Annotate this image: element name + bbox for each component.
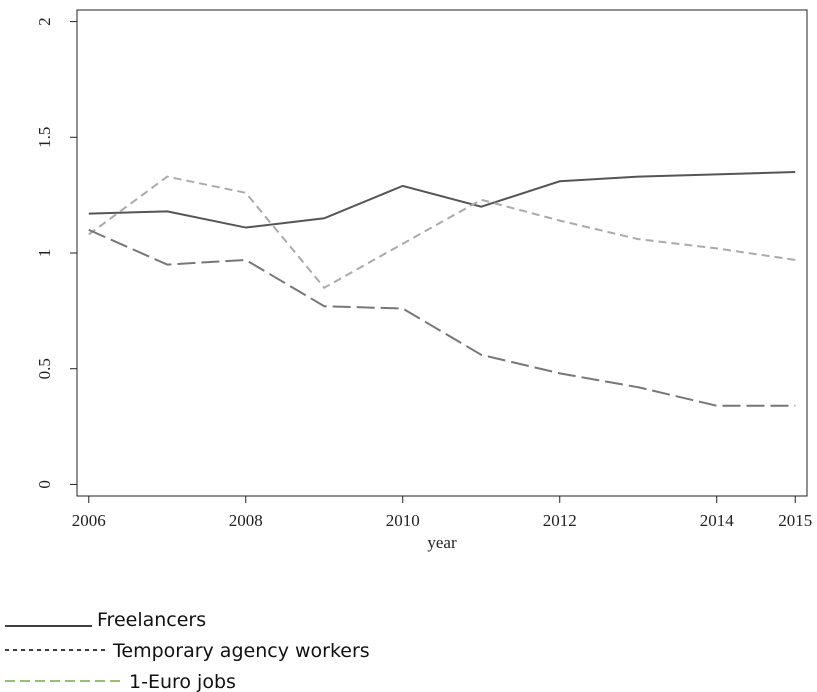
y-tick-label: 0.5 xyxy=(35,358,54,379)
x-tick-label: 2008 xyxy=(229,511,263,530)
y-tick-label: 1 xyxy=(35,249,54,258)
y-tick-label: 0 xyxy=(35,480,54,489)
x-tick-label: 2015 xyxy=(778,511,812,530)
legend-label: Temporary agency workers xyxy=(112,640,370,662)
x-axis-label: year xyxy=(427,533,457,552)
x-tick-label: 2014 xyxy=(700,511,735,530)
plot-frame xyxy=(76,9,808,497)
x-tick-label: 2010 xyxy=(386,511,420,530)
y-tick-label: 1.5 xyxy=(35,127,54,148)
legend-label: Freelancers xyxy=(97,609,206,631)
x-tick-label: 2012 xyxy=(543,511,577,530)
legend-label: 1-Euro jobs xyxy=(129,671,236,692)
series-line xyxy=(88,171,796,229)
x-tick-label: 2006 xyxy=(72,511,106,530)
series-line xyxy=(88,175,796,289)
y-tick-label: 2 xyxy=(35,17,54,26)
series-line xyxy=(88,228,796,407)
